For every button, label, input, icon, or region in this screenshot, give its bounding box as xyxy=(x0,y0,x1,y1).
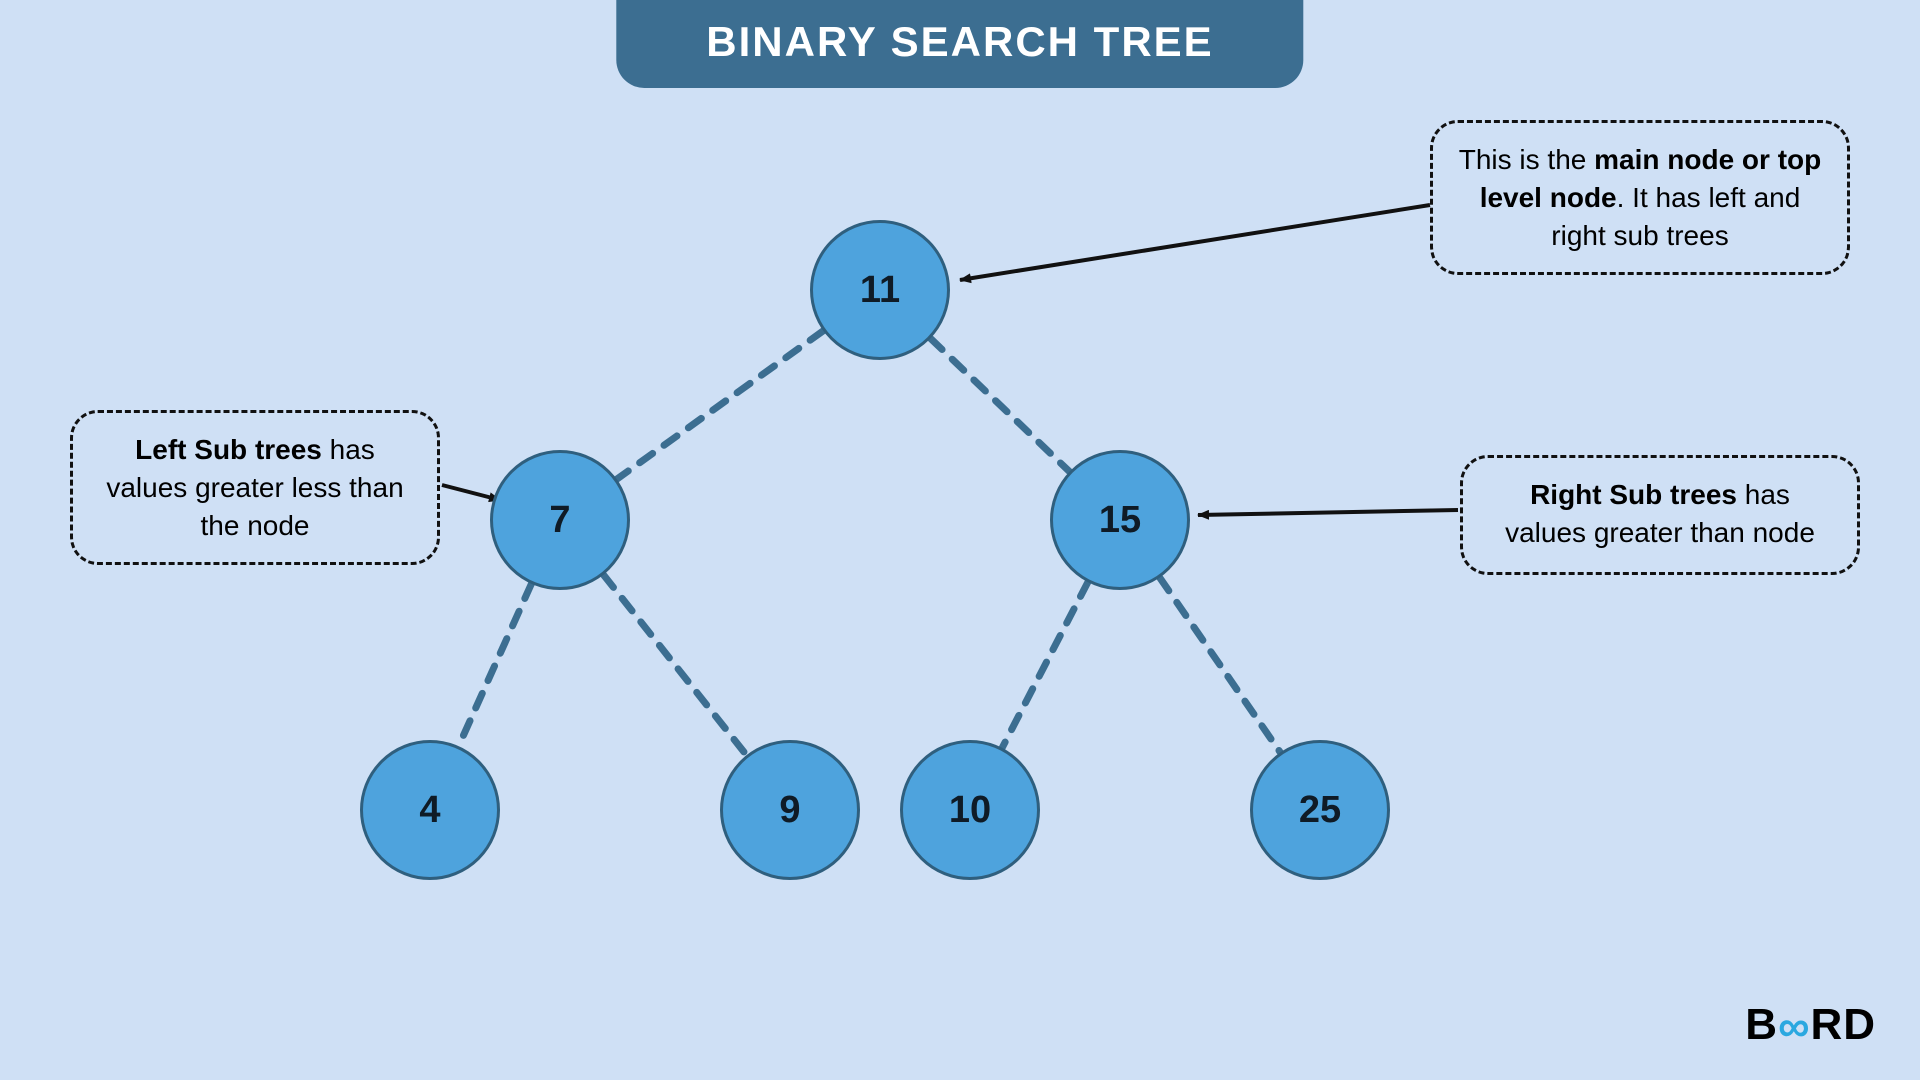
tree-node-9: 9 xyxy=(720,740,860,880)
tree-node-15: 15 xyxy=(1050,450,1190,590)
tree-edge xyxy=(931,338,1070,471)
callout-root: This is the main node or top level node.… xyxy=(1430,120,1850,275)
infinity-icon: ∞ xyxy=(1778,1002,1810,1052)
logo-pre: B xyxy=(1745,1000,1778,1050)
tree-edge xyxy=(603,575,746,755)
callout-root-pre: This is the xyxy=(1459,144,1594,175)
diagram-canvas: BINARY SEARCH TREE 11 7 15 4 9 10 25 This is t… xyxy=(0,0,1920,1080)
tree-edge xyxy=(459,584,532,746)
tree-edge xyxy=(1160,578,1281,753)
callout-left: Left Sub trees has values greater less t… xyxy=(70,410,440,565)
tree-node-7: 7 xyxy=(490,450,630,590)
callout-root-arrow xyxy=(960,205,1430,280)
callout-right-arrow xyxy=(1198,510,1458,515)
tree-edge xyxy=(617,331,823,479)
tree-node-11: 11 xyxy=(810,220,950,360)
callout-left-arrow xyxy=(442,485,500,500)
logo-post: RD xyxy=(1810,1000,1876,1050)
tree-node-25: 25 xyxy=(1250,740,1390,880)
callout-right: Right Sub trees has values greater than … xyxy=(1460,455,1860,575)
callout-left-bold: Left Sub trees xyxy=(135,434,322,465)
title-text: BINARY SEARCH TREE xyxy=(706,18,1213,65)
tree-node-10: 10 xyxy=(900,740,1040,880)
tree-edge xyxy=(1002,582,1088,748)
callout-right-bold: Right Sub trees xyxy=(1530,479,1737,510)
tree-node-4: 4 xyxy=(360,740,500,880)
title-bar: BINARY SEARCH TREE xyxy=(616,0,1303,88)
brand-logo: B∞RD xyxy=(1745,1000,1876,1050)
